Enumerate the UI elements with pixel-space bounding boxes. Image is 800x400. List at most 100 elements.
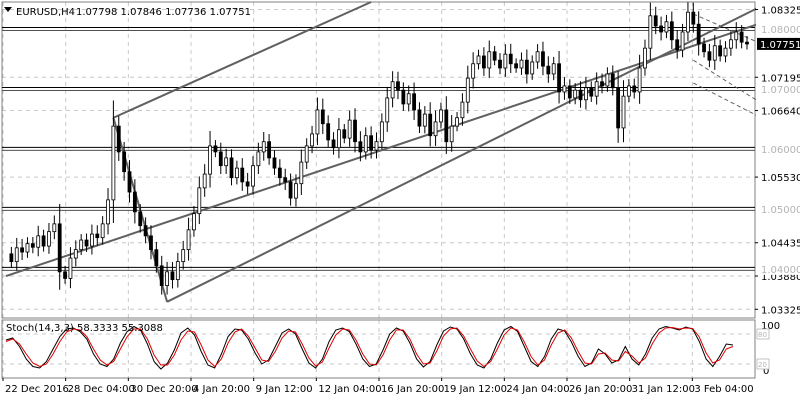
candle-bear (159, 265, 164, 287)
price-tick-label: 1.03880 (761, 272, 800, 283)
candle-bear (331, 139, 336, 149)
candle-bull (573, 89, 578, 99)
channel-line (112, 1, 372, 119)
dropdown-triangle-icon[interactable] (4, 7, 12, 12)
candle-bear (508, 53, 513, 65)
price-tick-label: 1.03325 (761, 305, 800, 316)
candle-bull (111, 125, 116, 201)
candle-bear (669, 21, 674, 41)
level-tag-bg (758, 142, 800, 155)
price-tick-label: 1.04435 (761, 239, 800, 250)
candle-bull (304, 145, 309, 163)
candle-bear (691, 11, 696, 25)
candle-bear (288, 181, 293, 199)
time-tick-label: 16 Jan 20:00 (381, 384, 444, 395)
candle-bull (406, 93, 411, 105)
candle-bull (224, 157, 229, 167)
candle-bull (460, 101, 465, 119)
candle-bull (208, 145, 212, 175)
time-tick-label: 9 Jan 12:00 (256, 384, 313, 395)
candle-bear (63, 271, 67, 279)
level-tag-bg (758, 202, 800, 215)
level-tag: 1.05000 (761, 205, 800, 216)
level-tag: 1.04000 (761, 265, 800, 276)
stoch-axis-min: 0 (763, 366, 769, 377)
candle-bear (342, 129, 347, 139)
candle-bull (165, 271, 169, 287)
candle-bull (530, 61, 535, 75)
candle-bull (251, 165, 255, 187)
candle-bear (320, 109, 325, 125)
channel-line (166, 7, 759, 303)
price-tick-label: 1.05530 (761, 173, 800, 184)
stoch-level-tag-bg (756, 328, 770, 340)
stoch-level-tag-bg (756, 358, 770, 370)
candle-bear (353, 119, 357, 143)
time-tick-label: 12 Jan 04:00 (318, 384, 381, 395)
time-tick-label: 26 Jan 20:00 (569, 384, 632, 395)
symbol-label: EURUSD,H4 (16, 7, 75, 18)
candle-bear (369, 135, 374, 151)
candle-bull (374, 141, 379, 151)
candle-bear (396, 81, 400, 91)
candle-bear (412, 93, 416, 111)
level-tag: 1.07000 (761, 85, 800, 96)
time-tick-label: 28 Dec 04:00 (68, 384, 135, 395)
candle-bear (541, 51, 545, 67)
candle-bear (707, 51, 712, 61)
stochastic-panel: Stoch(14,3,3) 58.3333 55.3088 100 0 80 20 (2, 321, 780, 377)
candle-bull (315, 109, 320, 135)
candle-bull (621, 95, 626, 129)
dashed-trendline (693, 59, 759, 102)
candle-bull (535, 51, 540, 63)
candle-bear (143, 225, 148, 237)
candle-bear (610, 73, 615, 89)
candle-bear (57, 223, 62, 273)
candle-bear (218, 151, 223, 167)
candle-bear (154, 249, 159, 267)
candle-bear (283, 177, 288, 183)
candle-bull (68, 257, 73, 279)
candle-bull (605, 73, 610, 87)
candle-bear (277, 167, 282, 179)
candle-bear (659, 25, 663, 33)
candle-bear (632, 85, 637, 93)
current-price-tag-bg (757, 37, 800, 50)
candle-bear (84, 239, 89, 247)
candle-bear (326, 123, 331, 141)
stoch-label: Stoch(14,3,3) 58.3333 55.3088 (6, 323, 163, 334)
candle-bull (680, 31, 685, 51)
candle-bull (79, 239, 84, 251)
time-tick-label: 19 Jan 12:00 (444, 384, 507, 395)
candle-bear (492, 51, 497, 61)
candle-bear (30, 243, 35, 248)
current-price-tag: 1.07751 (760, 40, 800, 51)
candle-bear (444, 109, 449, 143)
candle-bull (551, 63, 556, 75)
price-tick-label: 1.08325 (761, 5, 800, 16)
candle-bear (600, 81, 604, 87)
candle-bear (745, 41, 749, 45)
candles (9, 2, 749, 295)
candle-bear (702, 43, 706, 53)
candle-bear (578, 89, 583, 101)
candle-bull (471, 63, 476, 79)
candle-bear (229, 157, 234, 179)
candle-bear (589, 87, 594, 97)
candle-bear (122, 151, 127, 173)
candle-bull (465, 77, 470, 103)
candle-bull (197, 187, 202, 215)
candle-bull (562, 85, 567, 93)
candle-bull (294, 183, 298, 199)
candle-bear (557, 63, 561, 93)
level-tag: 1.06000 (761, 145, 800, 156)
candle-bull (664, 21, 669, 33)
candle-bull (347, 119, 352, 139)
candle-bull (637, 67, 642, 93)
level-tag-bg (758, 262, 800, 275)
candle-bear (718, 45, 723, 57)
level-tag-bg (758, 22, 800, 35)
candle-bear (138, 211, 143, 227)
level-tag-bg (758, 82, 800, 95)
